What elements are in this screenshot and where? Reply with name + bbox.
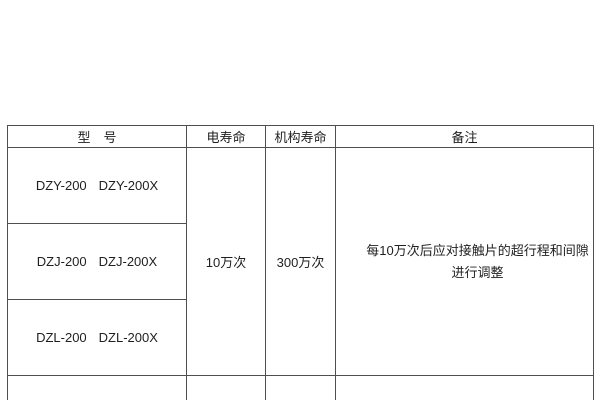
- mechanical-life-cell: [265, 375, 336, 400]
- remarks-cell: 每10万次后应对接触片的超行程和间隙 进行调整: [335, 147, 594, 376]
- table-row: DZB-200 DZB-200X 1000次: [7, 375, 594, 400]
- header-model: 型 号: [7, 125, 187, 148]
- header-mechanical-life: 机构寿命: [265, 125, 336, 148]
- electrical-life-cell: 1000次: [186, 375, 266, 400]
- table-row: DZY-200 DZY-200X 10万次 300万次 每10万次后应对接触片的…: [7, 147, 594, 376]
- remark-line: 每10万次后应对接触片的超行程和间隙: [366, 242, 589, 258]
- model-cell: DZL-200 DZL-200X: [7, 299, 187, 376]
- table-row: DZJ-200 DZJ-200X: [7, 223, 594, 300]
- header-row: 型 号 电寿命 机构寿命 备注: [7, 125, 594, 148]
- spec-table: 型 号 电寿命 机构寿命 备注 DZY-200 DZY-200X 10万次 30…: [7, 125, 594, 400]
- model-number: DZL-200: [36, 330, 87, 345]
- remark-line: 进行调整: [451, 264, 504, 280]
- header-remarks: 备注: [335, 125, 594, 148]
- remarks-cell: [335, 375, 594, 400]
- model-cell: DZJ-200 DZJ-200X: [7, 223, 187, 300]
- model-cell: DZB-200 DZB-200X: [7, 375, 187, 400]
- header-electrical-life: 电寿命: [186, 125, 266, 148]
- electrical-life-cell: 10万次: [186, 147, 266, 376]
- model-number: DZY-200X: [98, 178, 159, 193]
- model-cell: DZY-200 DZY-200X: [7, 147, 187, 224]
- model-number: DZJ-200: [36, 254, 87, 269]
- model-number: DZL-200X: [98, 330, 158, 345]
- table-row: DZL-200 DZL-200X: [7, 299, 594, 376]
- model-number: DZJ-200X: [98, 254, 158, 269]
- model-number: DZY-200: [35, 178, 87, 193]
- mechanical-life-cell: 300万次: [265, 147, 336, 376]
